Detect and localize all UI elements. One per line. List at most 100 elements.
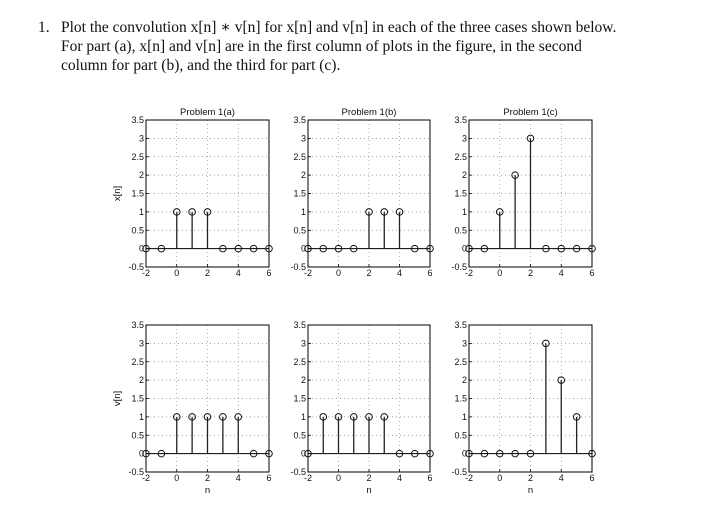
stem-marker — [542, 244, 550, 253]
y-tick-label: 1.5 — [131, 189, 144, 199]
x-tick-label: 2 — [366, 473, 371, 483]
stem-marker — [395, 208, 404, 216]
y-tick-label: 1.5 — [131, 394, 144, 404]
stem-marker — [319, 244, 328, 253]
stem-marker — [304, 244, 312, 253]
x-tick-label: 4 — [397, 473, 402, 483]
y-tick-label: 1.5 — [293, 394, 306, 404]
y-tick-label: 1 — [139, 412, 144, 422]
stem-plot-5: -2 0 2 4 6 -0.5 0 0.5 1 1.5 2 2.5 3 3.5 n — [290, 320, 434, 496]
x-tick-label: 4 — [397, 268, 402, 278]
x-tick-label: 0 — [497, 268, 502, 278]
y-tick-label: 0.5 — [293, 225, 306, 235]
x-tick-label: 2 — [205, 268, 210, 278]
y-tick-label: 2 — [301, 375, 306, 385]
stem-marker — [157, 244, 166, 253]
y-tick-label: -0.5 — [451, 467, 467, 477]
y-tick-label: 2.5 — [454, 357, 467, 367]
x-tick-label: 4 — [559, 268, 564, 278]
y-tick-label: -0.5 — [290, 467, 306, 477]
x-tick-label: 4 — [559, 473, 564, 483]
stem-marker — [349, 413, 358, 421]
y-tick-label: 0.5 — [131, 430, 144, 440]
x-tick-label: 4 — [236, 473, 241, 483]
x-tick-label: 2 — [205, 473, 210, 483]
stem-marker — [395, 449, 404, 458]
x-tick-label: -2 — [142, 268, 150, 278]
x-tick-label: -2 — [304, 473, 312, 483]
y-tick-label: 1 — [462, 412, 467, 422]
problem-line-2: For part (a), x[n] and v[n] are in the f… — [61, 38, 582, 55]
plot-title: Problem 1(c) — [503, 107, 557, 118]
stem-marker — [526, 134, 535, 143]
stem-marker — [426, 449, 434, 458]
stem-marker — [557, 244, 566, 253]
x-tick-label: 2 — [528, 473, 533, 483]
y-tick-label: 1 — [301, 207, 306, 217]
stem-marker — [410, 244, 419, 253]
x-axis-label: n — [528, 485, 533, 496]
plot-title: Problem 1(a) — [180, 107, 235, 118]
y-tick-label: 3 — [462, 338, 467, 348]
y-tick-label: 2.5 — [293, 357, 306, 367]
x-tick-label: 0 — [336, 268, 341, 278]
y-tick-label: 3.5 — [454, 320, 467, 330]
y-tick-label: 2.5 — [454, 152, 467, 162]
y-tick-label: 1.5 — [454, 189, 467, 199]
stem-marker — [142, 244, 150, 253]
stem-marker — [557, 376, 566, 384]
stem-marker — [426, 244, 434, 253]
problem-line-3: column for part (b), and the third for p… — [61, 57, 341, 74]
y-tick-label: 1.5 — [293, 189, 306, 199]
x-tick-label: 6 — [266, 473, 271, 483]
stem-marker — [465, 449, 473, 458]
problem-number: 1. — [38, 19, 50, 36]
x-tick-label: 6 — [427, 473, 432, 483]
x-tick-label: 6 — [589, 268, 594, 278]
x-tick-label: -2 — [142, 473, 150, 483]
x-axis-label: n — [366, 485, 371, 496]
x-tick-label: 4 — [236, 268, 241, 278]
y-tick-label: 3.5 — [293, 320, 306, 330]
x-tick-label: 6 — [589, 473, 594, 483]
y-tick-label: 2 — [139, 375, 144, 385]
stem-marker — [172, 208, 181, 216]
stem-marker — [188, 413, 196, 421]
x-tick-label: -2 — [304, 268, 312, 278]
stem-marker — [511, 449, 519, 458]
x-tick-label: 0 — [336, 473, 341, 483]
y-tick-label: 0 — [462, 449, 467, 459]
stem-marker — [142, 449, 150, 458]
stem-marker — [480, 244, 489, 253]
x-tick-label: 2 — [528, 268, 533, 278]
y-tick-label: 0.5 — [454, 225, 467, 235]
stem-marker — [234, 413, 243, 421]
stem-marker — [526, 449, 535, 458]
y-tick-label: 3.5 — [293, 115, 306, 125]
y-tick-label: 0.5 — [131, 225, 144, 235]
stem-marker — [410, 449, 419, 458]
x-tick-label: -2 — [465, 473, 473, 483]
y-tick-label: 2 — [462, 375, 467, 385]
stem-marker — [495, 449, 504, 458]
stem-marker — [172, 413, 181, 421]
y-tick-label: 0 — [301, 449, 306, 459]
y-tick-label: 3.5 — [131, 115, 144, 125]
x-tick-label: 0 — [174, 268, 179, 278]
y-tick-label: 0 — [462, 244, 467, 254]
stem-plot-2: -2 0 2 4 6 -0.5 0 0.5 1 1.5 2 2.5 3 3.5 Problem 1(b) — [290, 107, 434, 278]
y-tick-label: 1 — [462, 207, 467, 217]
stem-plot-1: -2 0 2 4 6 -0.5 0 0.5 1 1.5 2 2.5 3 3.5 Problem 1(a) x[… — [112, 107, 273, 278]
stem-marker — [203, 208, 212, 216]
stem-marker — [219, 413, 227, 421]
stem-marker — [588, 244, 596, 253]
x-tick-label: 0 — [497, 473, 502, 483]
y-tick-label: 2.5 — [131, 357, 144, 367]
y-tick-label: 3 — [301, 133, 306, 143]
y-tick-label: 2 — [139, 170, 144, 180]
stem-marker — [572, 244, 581, 253]
y-tick-label: 2.5 — [131, 152, 144, 162]
stem-marker — [249, 449, 258, 458]
x-axis-label: n — [205, 485, 210, 496]
y-tick-label: 3 — [139, 338, 144, 348]
